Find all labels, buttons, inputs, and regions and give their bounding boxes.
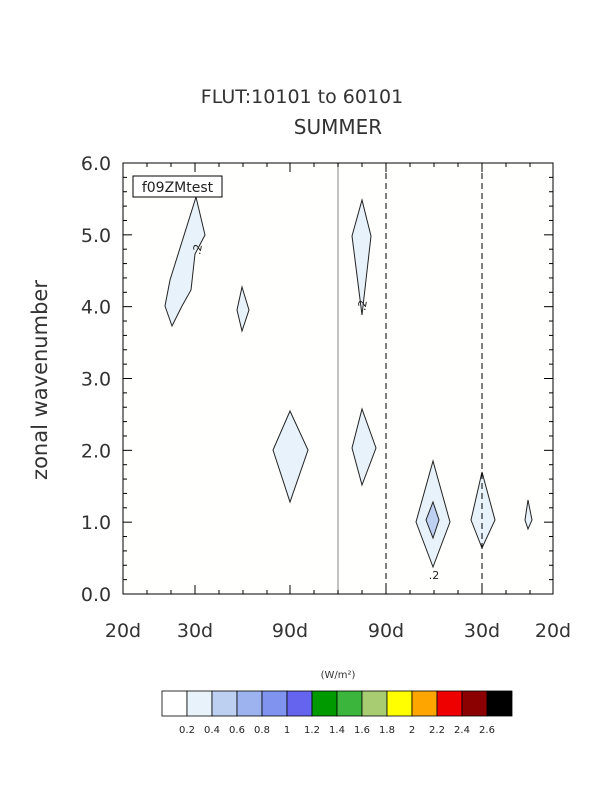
y-tick-label: 3.0 [81,369,111,391]
colorbar-swatch [411,690,438,717]
colorbar-tick-label: 2.4 [454,725,470,736]
colorbar-tick-label: 0.8 [254,725,270,736]
y-tick-label: 6.0 [81,153,111,175]
colorbar-swatch [461,690,488,717]
y-tick-label: 1.0 [81,512,111,534]
x-tick-label: 90d [272,620,308,642]
colorbar-tick-label: 1.6 [354,725,370,736]
contour-region [351,198,372,316]
case-label: f09ZMtest [142,180,214,196]
contour-region [470,471,496,550]
chart-subtitle: SUMMER [294,115,382,139]
colorbar-swatch [486,690,513,717]
case-label-box [132,175,223,198]
contour-region [236,285,250,333]
y-tick-label: 0.0 [81,584,111,606]
colorbar-swatch [236,690,263,717]
y-tick-label: 4.0 [81,297,111,319]
contour-region [351,407,377,487]
colorbar-swatch [361,690,388,717]
colorbar-swatch [186,690,213,717]
x-tick-label: 90d [368,620,404,642]
colorbar-swatch [261,690,288,717]
y-axis-label: zonal wavenumber [28,280,52,480]
colorbar-tick-label: 0.4 [204,725,220,736]
x-tick-label: 20d [535,620,571,642]
colorbar-tick-label: 1.2 [304,725,320,736]
colorbar-tick-label: 2 [409,725,415,736]
colorbar-tick-label: 0.6 [229,725,245,736]
colorbar-swatch [311,690,338,717]
y-tick-label: 5.0 [81,225,111,247]
chart-title: FLUT:10101 to 60101 [201,86,403,108]
colorbar-tick-label: 0.2 [179,725,195,736]
contour-label: .2 [429,569,440,582]
contour-label: .2 [355,299,370,312]
contour-region [164,195,206,328]
colorbar-tick-label: 2.2 [429,725,445,736]
colorbar-swatch [436,690,463,717]
colorbar-swatch [161,690,188,717]
colorbar-swatch [336,690,363,717]
x-tick-label: 30d [464,620,500,642]
x-tick-label: 30d [177,620,213,642]
contour-label: .2 [190,243,205,256]
y-tick-label: 2.0 [81,440,111,462]
contour-region [272,409,309,504]
contour-region [524,499,533,531]
colorbar-swatch [286,690,313,717]
colorbar-tick-label: 2.6 [479,725,495,736]
contour-region [425,500,440,540]
colorbar-swatch [211,690,238,717]
colorbar-units: (W/m²) [321,670,356,681]
colorbar-swatch [386,690,413,717]
colorbar-tick-label: 1 [284,725,290,736]
colorbar-tick-label: 1.4 [329,725,345,736]
colorbar-tick-label: 1.8 [379,725,395,736]
x-tick-label: 20d [105,620,141,642]
